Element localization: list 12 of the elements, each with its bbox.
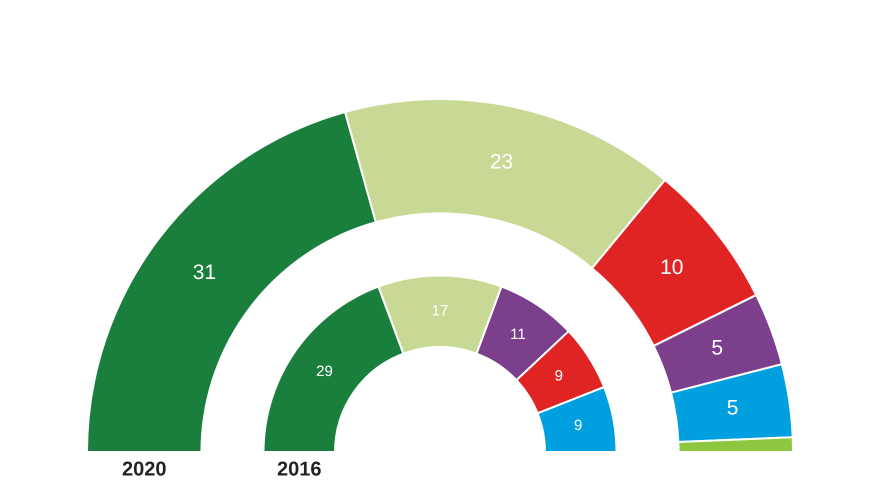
- data-label: 10: [660, 256, 684, 280]
- data-label: 5: [711, 336, 724, 360]
- data-label: 23: [490, 150, 514, 174]
- data-label: 5: [726, 396, 738, 420]
- data-label: 9: [554, 368, 563, 385]
- data-label: 11: [510, 326, 526, 343]
- data-label: 31: [192, 260, 216, 284]
- slice-label: 2020: [122, 458, 166, 481]
- data-label: 29: [316, 362, 333, 380]
- data-label: 9: [574, 416, 582, 434]
- data-label: 17: [432, 302, 448, 320]
- slice-label: 2016: [277, 458, 322, 481]
